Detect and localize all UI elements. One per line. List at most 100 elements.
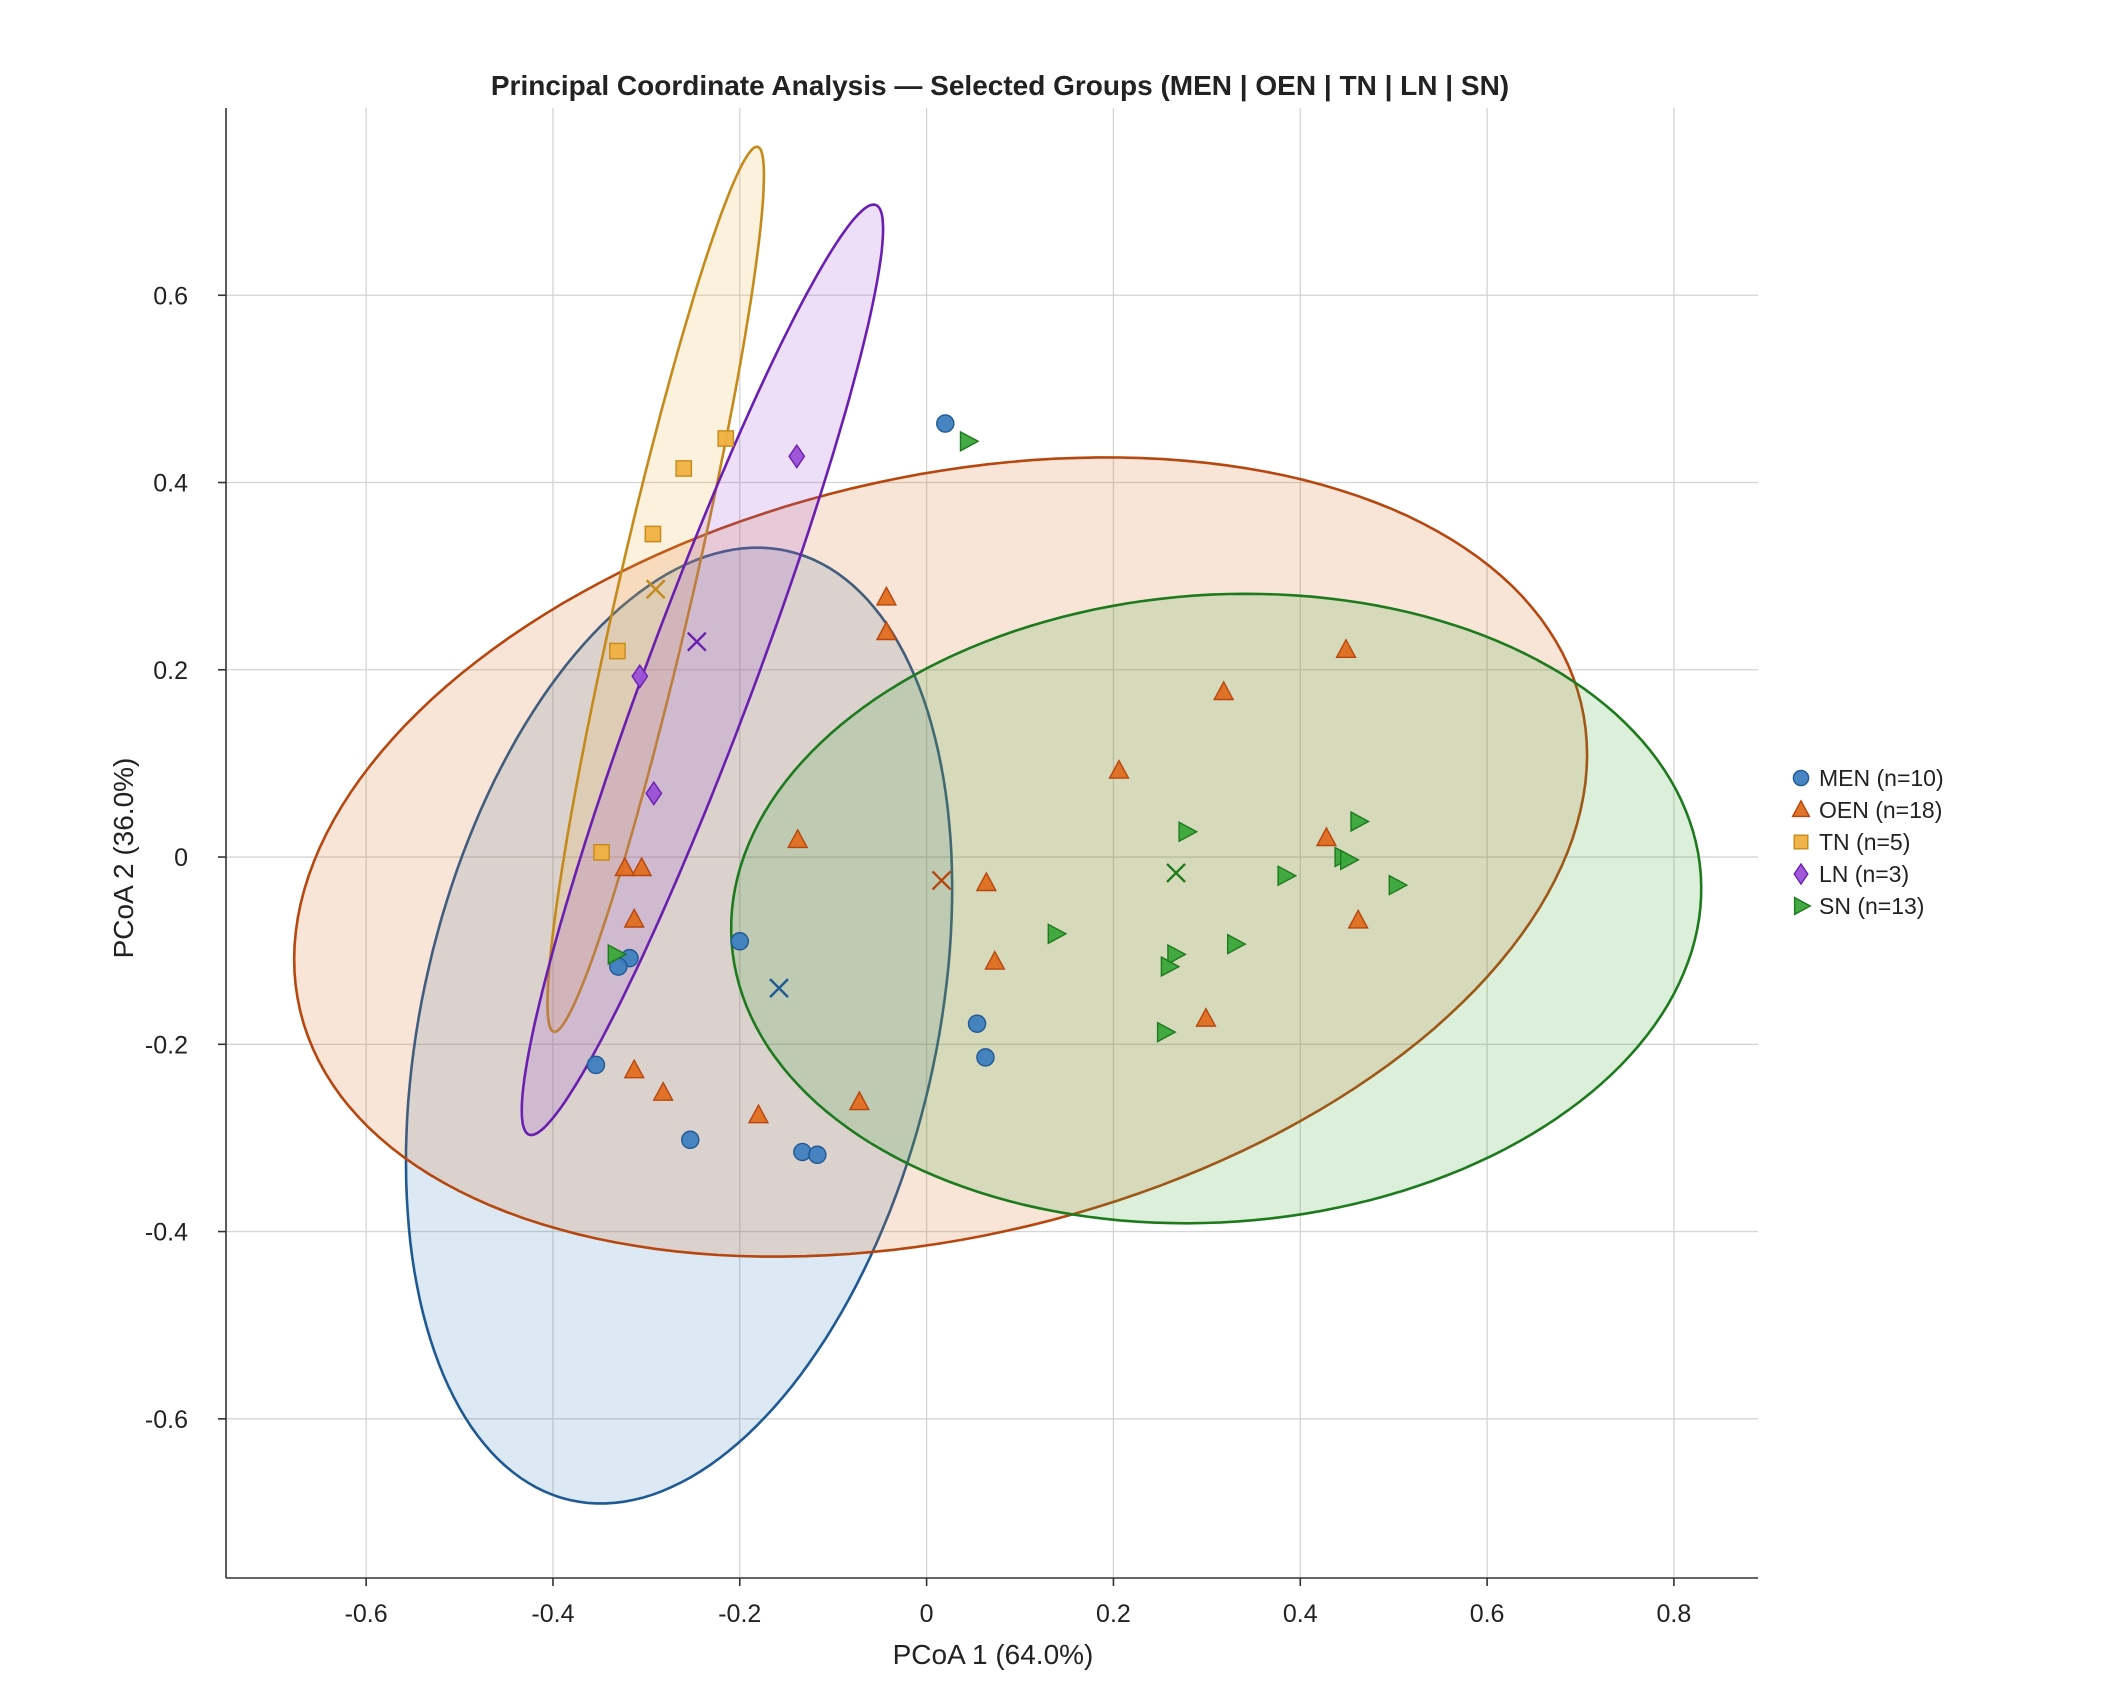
legend-item-tn: TN (n=5) bbox=[1793, 829, 1910, 855]
point-tn bbox=[675, 460, 693, 477]
point-sn bbox=[1226, 933, 1247, 955]
point-oen bbox=[1335, 638, 1357, 658]
group-centroids bbox=[645, 579, 1186, 998]
legend-label-ln: LN (n=3) bbox=[1819, 861, 1909, 887]
centroid-mark bbox=[1166, 863, 1186, 883]
x-tick-label: -0.2 bbox=[718, 1600, 761, 1628]
legend-marker-sn bbox=[1793, 896, 1812, 916]
point-oen bbox=[1108, 759, 1130, 779]
point-men bbox=[936, 414, 955, 433]
point-men bbox=[976, 1048, 995, 1067]
x-tick-label: 0.6 bbox=[1470, 1600, 1505, 1628]
legend: MEN (n=10) OEN (n=18) TN (n=5) LN (n=3) SN (… bbox=[1791, 765, 1944, 919]
y-tick-label: 0 bbox=[174, 844, 188, 872]
ellipse-ln bbox=[520, 203, 885, 1137]
point-sn bbox=[1339, 849, 1360, 871]
centroid-ln bbox=[686, 631, 707, 652]
y-tick-label: -0.6 bbox=[145, 1406, 188, 1434]
centroid-tn bbox=[645, 579, 666, 600]
legend-marker-ln bbox=[1793, 862, 1809, 886]
centroid-mark bbox=[769, 978, 789, 998]
x-tick-label: 0 bbox=[920, 1600, 934, 1628]
point-oen bbox=[975, 871, 997, 892]
centroid-men bbox=[769, 978, 789, 998]
centroid-mark bbox=[645, 579, 666, 600]
point-oen bbox=[848, 1090, 870, 1111]
point-oen bbox=[623, 907, 645, 928]
data-points bbox=[586, 414, 1409, 1165]
point-sn bbox=[607, 943, 628, 966]
legend-item-ln: LN (n=3) bbox=[1793, 861, 1909, 887]
legend-label-tn: TN (n=5) bbox=[1819, 829, 1910, 855]
point-sn bbox=[1388, 874, 1409, 896]
point-tn bbox=[644, 525, 662, 543]
point-oen bbox=[875, 620, 898, 641]
x-tick-labels: -0.6 -0.4 -0.2 0 0.2 0.4 0.6 0.8 bbox=[345, 1600, 1692, 1628]
point-ln bbox=[788, 443, 806, 469]
legend-item-men: MEN (n=10) bbox=[1792, 765, 1944, 791]
point-oen bbox=[1195, 1007, 1217, 1027]
legend-label-men: MEN (n=10) bbox=[1819, 765, 1944, 791]
legend-item-sn: SN (n=13) bbox=[1793, 893, 1924, 919]
point-sn bbox=[1350, 810, 1370, 833]
legend-marker-men bbox=[1792, 769, 1810, 787]
point-oen bbox=[631, 856, 653, 877]
point-oen bbox=[623, 1058, 645, 1079]
legend-label-sn: SN (n=13) bbox=[1819, 893, 1924, 919]
point-oen bbox=[614, 856, 636, 877]
y-axis-label: PCoA 2 (36.0%) bbox=[108, 758, 139, 959]
point-men bbox=[586, 1055, 606, 1075]
ellipse-men bbox=[404, 546, 954, 1505]
point-oen bbox=[984, 950, 1006, 970]
point-men bbox=[730, 932, 750, 951]
point-oen bbox=[747, 1103, 770, 1124]
confidence-ellipses bbox=[292, 145, 1703, 1505]
point-ln bbox=[645, 780, 663, 806]
x-tick-label: 0.2 bbox=[1096, 1600, 1131, 1628]
legend-marker-tn bbox=[1793, 834, 1809, 850]
point-sn bbox=[1156, 1021, 1177, 1043]
point-sn bbox=[1160, 955, 1181, 978]
y-tick-labels: -0.6 -0.4 -0.2 0 0.2 0.4 0.6 bbox=[145, 282, 188, 1434]
y-tick-label: -0.4 bbox=[145, 1219, 188, 1247]
x-axis-label: PCoA 1 (64.0%) bbox=[893, 1639, 1094, 1670]
point-tn bbox=[609, 642, 626, 660]
y-tick-label: 0.4 bbox=[153, 470, 188, 498]
axes bbox=[218, 108, 1758, 1586]
chart-title: Principal Coordinate Analysis — Selected… bbox=[491, 70, 1509, 101]
point-tn bbox=[593, 844, 610, 861]
legend-marker-oen bbox=[1791, 799, 1811, 818]
centroid-oen bbox=[931, 870, 952, 891]
y-tick-label: 0.6 bbox=[153, 282, 188, 310]
point-ln bbox=[631, 663, 649, 689]
point-sn bbox=[1047, 923, 1068, 945]
legend-item-oen: OEN (n=18) bbox=[1791, 797, 1942, 823]
x-tick-label: -0.4 bbox=[531, 1600, 574, 1628]
centroid-sn bbox=[1166, 863, 1186, 883]
point-oen bbox=[1315, 826, 1338, 847]
point-oen bbox=[787, 828, 809, 849]
point-oen bbox=[1213, 680, 1235, 701]
legend-label-oen: OEN (n=18) bbox=[1819, 797, 1942, 823]
point-sn bbox=[959, 430, 980, 452]
x-tick-label: 0.4 bbox=[1283, 1600, 1318, 1628]
x-tick-label: 0.8 bbox=[1657, 1600, 1692, 1628]
y-tick-label: -0.2 bbox=[145, 1031, 188, 1059]
point-men bbox=[808, 1145, 827, 1165]
centroid-mark bbox=[931, 870, 952, 891]
point-oen bbox=[652, 1081, 674, 1101]
x-tick-label: -0.6 bbox=[345, 1600, 388, 1628]
point-men bbox=[681, 1130, 700, 1150]
point-sn bbox=[1277, 865, 1298, 887]
point-sn bbox=[1178, 821, 1199, 843]
point-tn bbox=[717, 430, 735, 447]
point-men bbox=[793, 1142, 812, 1162]
point-oen bbox=[1347, 908, 1369, 929]
point-sn bbox=[1167, 943, 1187, 966]
point-oen bbox=[875, 585, 898, 606]
grid bbox=[226, 108, 1758, 1578]
centroid-mark bbox=[686, 631, 707, 652]
y-tick-label: 0.2 bbox=[153, 657, 188, 685]
point-men bbox=[967, 1014, 987, 1033]
